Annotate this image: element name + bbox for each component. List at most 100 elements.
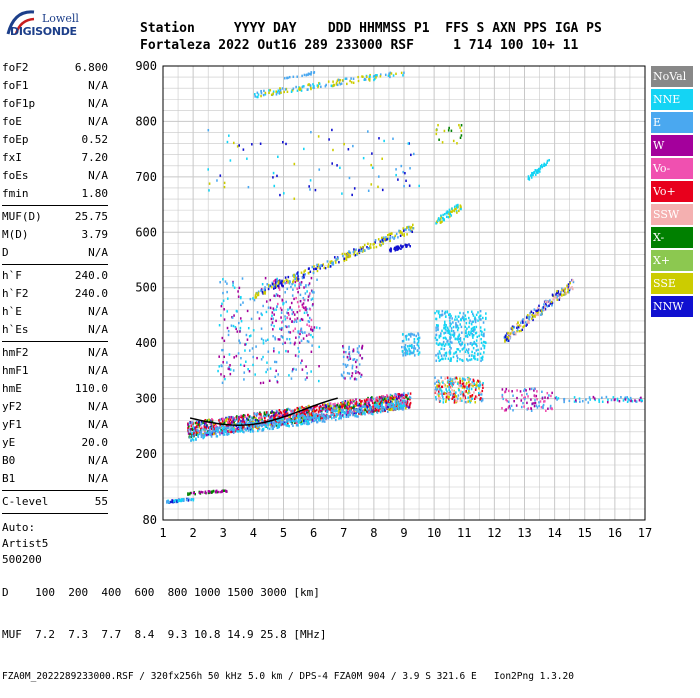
x-tick-label: 7 — [340, 526, 347, 540]
echo-pixel — [437, 219, 439, 222]
echo-pixel — [278, 414, 280, 417]
echo-pixel — [200, 422, 203, 425]
echo-pixel — [366, 404, 368, 408]
echo-pixel — [348, 352, 350, 355]
echo-pixel — [454, 377, 456, 380]
echo-pixel — [459, 311, 461, 315]
echo-pixel — [219, 421, 221, 425]
echo-pixel — [191, 421, 193, 424]
echo-pixel — [469, 395, 472, 398]
echo-pixel — [293, 162, 296, 166]
echo-pixel — [506, 399, 509, 403]
echo-pixel — [400, 247, 402, 250]
echo-pixel — [330, 406, 332, 410]
echo-pixel — [349, 399, 352, 402]
echo-pixel — [335, 406, 338, 410]
echo-pixel — [627, 397, 630, 401]
echo-pixel — [295, 413, 298, 416]
echo-pixel — [200, 427, 202, 431]
echo-pixel — [542, 306, 545, 309]
echo-pixel — [227, 333, 230, 337]
echo-pixel — [341, 411, 343, 414]
echo-pixel — [463, 378, 465, 381]
echo-pixel — [207, 128, 210, 132]
echo-pixel — [332, 263, 335, 266]
echo-pixel — [293, 343, 296, 346]
echo-pixel — [534, 399, 536, 402]
echo-pixel — [460, 343, 462, 347]
echo-pixel — [454, 380, 457, 383]
echo-pixel — [480, 399, 483, 403]
echo-pixel — [267, 306, 270, 309]
echo-pixel — [199, 423, 202, 427]
echo-pixel — [260, 92, 263, 95]
echo-pixel — [327, 402, 329, 406]
echo-pixel — [605, 395, 608, 399]
echo-pixel — [390, 407, 393, 410]
echo-pixel — [208, 490, 211, 493]
echo-pixel — [444, 212, 446, 216]
echo-pixel — [306, 339, 309, 343]
echo-pixel — [385, 397, 388, 401]
echo-pixel — [396, 406, 398, 410]
echo-pixel — [256, 419, 258, 422]
echo-pixel — [282, 140, 284, 144]
echo-pixel — [475, 325, 478, 329]
echo-pixel — [261, 291, 264, 294]
echo-pixel — [413, 341, 416, 344]
echo-pixel — [369, 406, 371, 409]
echo-pixel — [259, 411, 261, 414]
echo-pixel — [389, 398, 391, 402]
echo-pixel — [252, 363, 254, 367]
echo-pixel — [467, 380, 470, 384]
echo-pixel — [354, 377, 356, 380]
echo-pixel — [260, 416, 263, 419]
echo-pixel — [410, 332, 412, 336]
echo-pixel — [368, 401, 370, 404]
echo-pixel — [444, 336, 447, 339]
echo-pixel — [435, 354, 437, 357]
echo-pixel — [541, 390, 543, 394]
echo-pixel — [284, 315, 286, 318]
echo-pixel — [446, 215, 448, 219]
echo-pixel — [308, 83, 310, 86]
echo-pixel — [397, 236, 399, 239]
echo-pixel — [526, 408, 529, 411]
echo-pixel — [303, 298, 305, 302]
echo-pixel — [310, 86, 312, 90]
echo-pixel — [527, 177, 530, 180]
echo-pixel — [292, 419, 295, 423]
echo-pixel — [460, 384, 463, 387]
param-row: foF1 N/A — [2, 77, 108, 95]
echo-pixel — [485, 341, 487, 344]
echo-pixel — [522, 325, 524, 329]
echo-pixel — [409, 350, 412, 353]
echo-pixel — [299, 332, 301, 336]
echo-pixel — [453, 335, 455, 338]
echo-pixel — [366, 408, 369, 411]
echo-pixel — [278, 412, 281, 415]
echo-pixel — [574, 399, 577, 402]
echo-pixel — [538, 170, 541, 173]
echo-pixel — [364, 402, 366, 406]
echo-pixel — [298, 283, 301, 286]
echo-pixel — [281, 321, 283, 324]
echo-pixel — [223, 375, 226, 378]
echo-pixel — [440, 347, 443, 350]
echo-pixel — [452, 381, 455, 385]
echo-pixel — [519, 324, 522, 328]
echo-pixel — [441, 313, 444, 316]
echo-pixel — [396, 393, 399, 396]
echo-pixel — [358, 402, 361, 406]
echo-pixel — [309, 72, 311, 76]
echo-pixel — [327, 263, 330, 266]
echo-pixel — [353, 253, 355, 256]
echo-pixel — [381, 405, 384, 409]
echo-pixel — [416, 343, 419, 346]
echo-pixel — [342, 363, 345, 366]
echo-pixel — [452, 333, 454, 337]
echo-pixel — [320, 412, 323, 415]
echo-pixel — [313, 326, 316, 329]
echo-pixel — [389, 249, 392, 253]
echo-pixel — [291, 282, 293, 286]
